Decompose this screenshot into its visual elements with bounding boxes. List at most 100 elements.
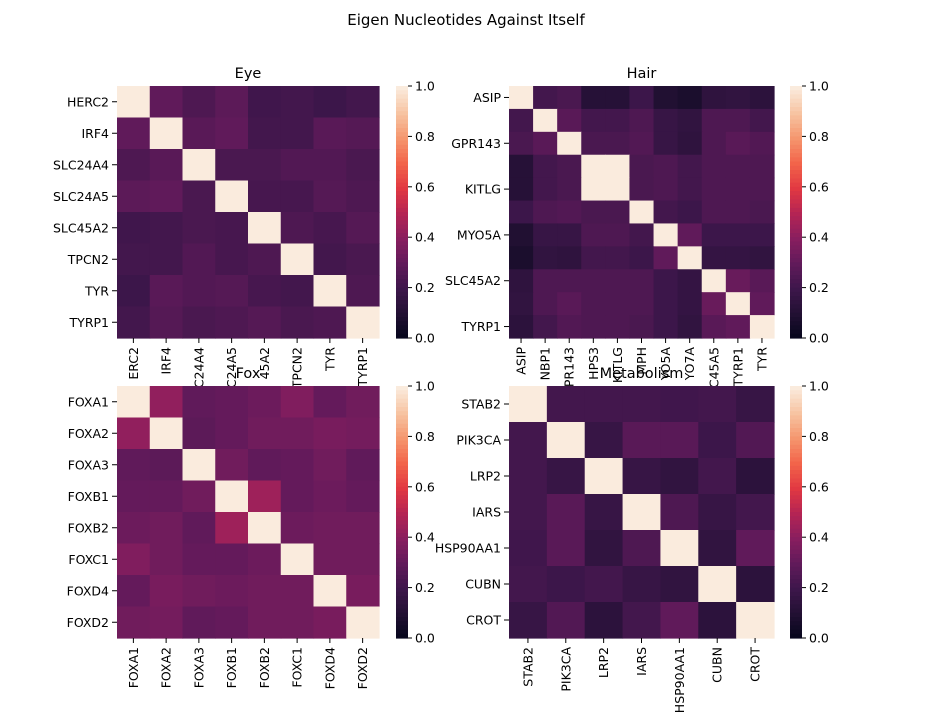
heatmap-cell bbox=[346, 212, 380, 245]
colorbar-segment bbox=[790, 270, 802, 276]
colorbar-segment bbox=[396, 633, 408, 639]
heatmap-cell bbox=[280, 449, 315, 482]
heatmap-cell bbox=[509, 86, 534, 110]
heatmap-cell bbox=[182, 449, 216, 482]
colorbar-tick-label: 0.4 bbox=[809, 530, 829, 545]
colorbar-segment bbox=[790, 174, 802, 179]
heatmap-cell bbox=[629, 86, 655, 110]
heatmap-cell bbox=[313, 417, 347, 450]
heatmap-cell bbox=[653, 246, 679, 270]
colorbar-segment bbox=[396, 270, 408, 276]
heatmap-cell bbox=[677, 86, 703, 110]
heatmap-cell bbox=[182, 275, 216, 308]
heatmap-cell bbox=[736, 602, 775, 639]
heatmap-cell bbox=[653, 177, 679, 202]
x-tick-label: HPS3 bbox=[586, 347, 601, 380]
heatmap-cell bbox=[660, 530, 699, 567]
heatmap-cell bbox=[182, 480, 216, 513]
heatmap-cell bbox=[149, 306, 184, 339]
heatmap-cell bbox=[749, 223, 775, 247]
colorbar-segment bbox=[790, 266, 802, 272]
colorbar-segment bbox=[396, 617, 408, 622]
heatmap-cell bbox=[215, 512, 249, 545]
colorbar-tick-label: 0.0 bbox=[809, 631, 829, 646]
heatmap-cell bbox=[248, 86, 282, 119]
heatmap-cell bbox=[557, 292, 582, 316]
panel-title: Metabolism bbox=[600, 366, 684, 382]
heatmap-cell bbox=[117, 480, 151, 513]
colorbar-segment bbox=[396, 287, 408, 293]
heatmap-cell bbox=[660, 386, 699, 423]
heatmap-cell bbox=[581, 200, 606, 225]
x-tick-label: FOXB2 bbox=[257, 647, 272, 688]
x-tick-label: KITLG bbox=[610, 347, 625, 383]
heatmap-cell bbox=[149, 480, 184, 513]
colorbar-segment bbox=[790, 107, 802, 112]
heatmap-cell bbox=[725, 269, 751, 293]
y-tick-label: SLC45A2 bbox=[445, 273, 501, 288]
heatmap-cell bbox=[149, 417, 184, 450]
heatmap-cell bbox=[346, 149, 380, 182]
colorbar-segment bbox=[790, 528, 802, 534]
heatmap-cell bbox=[701, 86, 727, 110]
figure-title: Eigen Nucleotides Against Itself bbox=[347, 11, 585, 29]
colorbar-segment bbox=[790, 549, 802, 555]
heatmap-cell bbox=[117, 386, 151, 419]
colorbar-segment bbox=[396, 541, 408, 547]
x-tick-label: C24A5 bbox=[224, 347, 239, 388]
heatmap-cell bbox=[509, 530, 548, 567]
heatmap-cell bbox=[117, 512, 151, 545]
colorbar-segment bbox=[396, 90, 408, 95]
colorbar-segment bbox=[790, 291, 802, 297]
heatmap-cell bbox=[280, 417, 315, 450]
heatmap-cell bbox=[313, 449, 347, 482]
heatmap-cell bbox=[584, 530, 624, 567]
heatmap-cell bbox=[280, 306, 315, 339]
colorbar-segment bbox=[396, 512, 408, 517]
y-tick-label: FOXA1 bbox=[68, 394, 109, 409]
heatmap-cell bbox=[117, 449, 151, 482]
heatmap-cell bbox=[280, 480, 315, 513]
heatmap-cell bbox=[581, 131, 606, 156]
heatmap-cell bbox=[248, 149, 282, 182]
colorbar-segment bbox=[790, 254, 802, 259]
colorbar-segment bbox=[790, 449, 802, 454]
heatmap-cell bbox=[701, 131, 727, 156]
heatmap-cell bbox=[248, 212, 282, 245]
colorbar-segment bbox=[396, 195, 408, 200]
colorbar-segment bbox=[396, 262, 408, 268]
x-tick-label: MPH bbox=[634, 347, 649, 375]
colorbar-segment bbox=[790, 325, 802, 331]
heatmap-cell bbox=[677, 292, 703, 316]
heatmap-cell bbox=[584, 494, 624, 531]
x-tick-label: FOXA3 bbox=[191, 647, 206, 688]
colorbar-segment bbox=[790, 182, 802, 188]
heatmap-cell bbox=[117, 243, 151, 276]
heatmap-cell bbox=[660, 602, 699, 639]
colorbar-segment bbox=[790, 300, 802, 305]
colorbar-segment bbox=[396, 178, 408, 184]
heatmap-cell bbox=[280, 512, 315, 545]
heatmap-cell bbox=[749, 108, 775, 133]
y-tick-label: FOXA3 bbox=[68, 457, 109, 472]
colorbar-segment bbox=[790, 216, 802, 221]
colorbar-segment bbox=[790, 199, 802, 205]
colorbar-segment bbox=[396, 549, 408, 555]
colorbar-segment bbox=[790, 386, 802, 391]
heatmap-cell bbox=[557, 269, 582, 293]
colorbar-segment bbox=[790, 157, 802, 163]
y-tick-label: TYRP1 bbox=[69, 315, 109, 330]
x-tick-label: PR143 bbox=[562, 347, 577, 387]
colorbar-segment bbox=[396, 329, 408, 335]
heatmap-cell bbox=[749, 154, 775, 179]
colorbar-segment bbox=[396, 575, 408, 580]
colorbar-segment bbox=[396, 390, 408, 395]
heatmap-cell bbox=[725, 154, 751, 179]
heatmap-cell bbox=[117, 117, 151, 150]
y-tick-label: FOXD4 bbox=[67, 583, 109, 598]
heatmap-cell bbox=[248, 180, 282, 213]
colorbar-segment bbox=[790, 562, 802, 568]
colorbar-segment bbox=[790, 621, 802, 626]
heatmap-cell bbox=[584, 422, 624, 459]
colorbar-segment bbox=[396, 612, 408, 618]
